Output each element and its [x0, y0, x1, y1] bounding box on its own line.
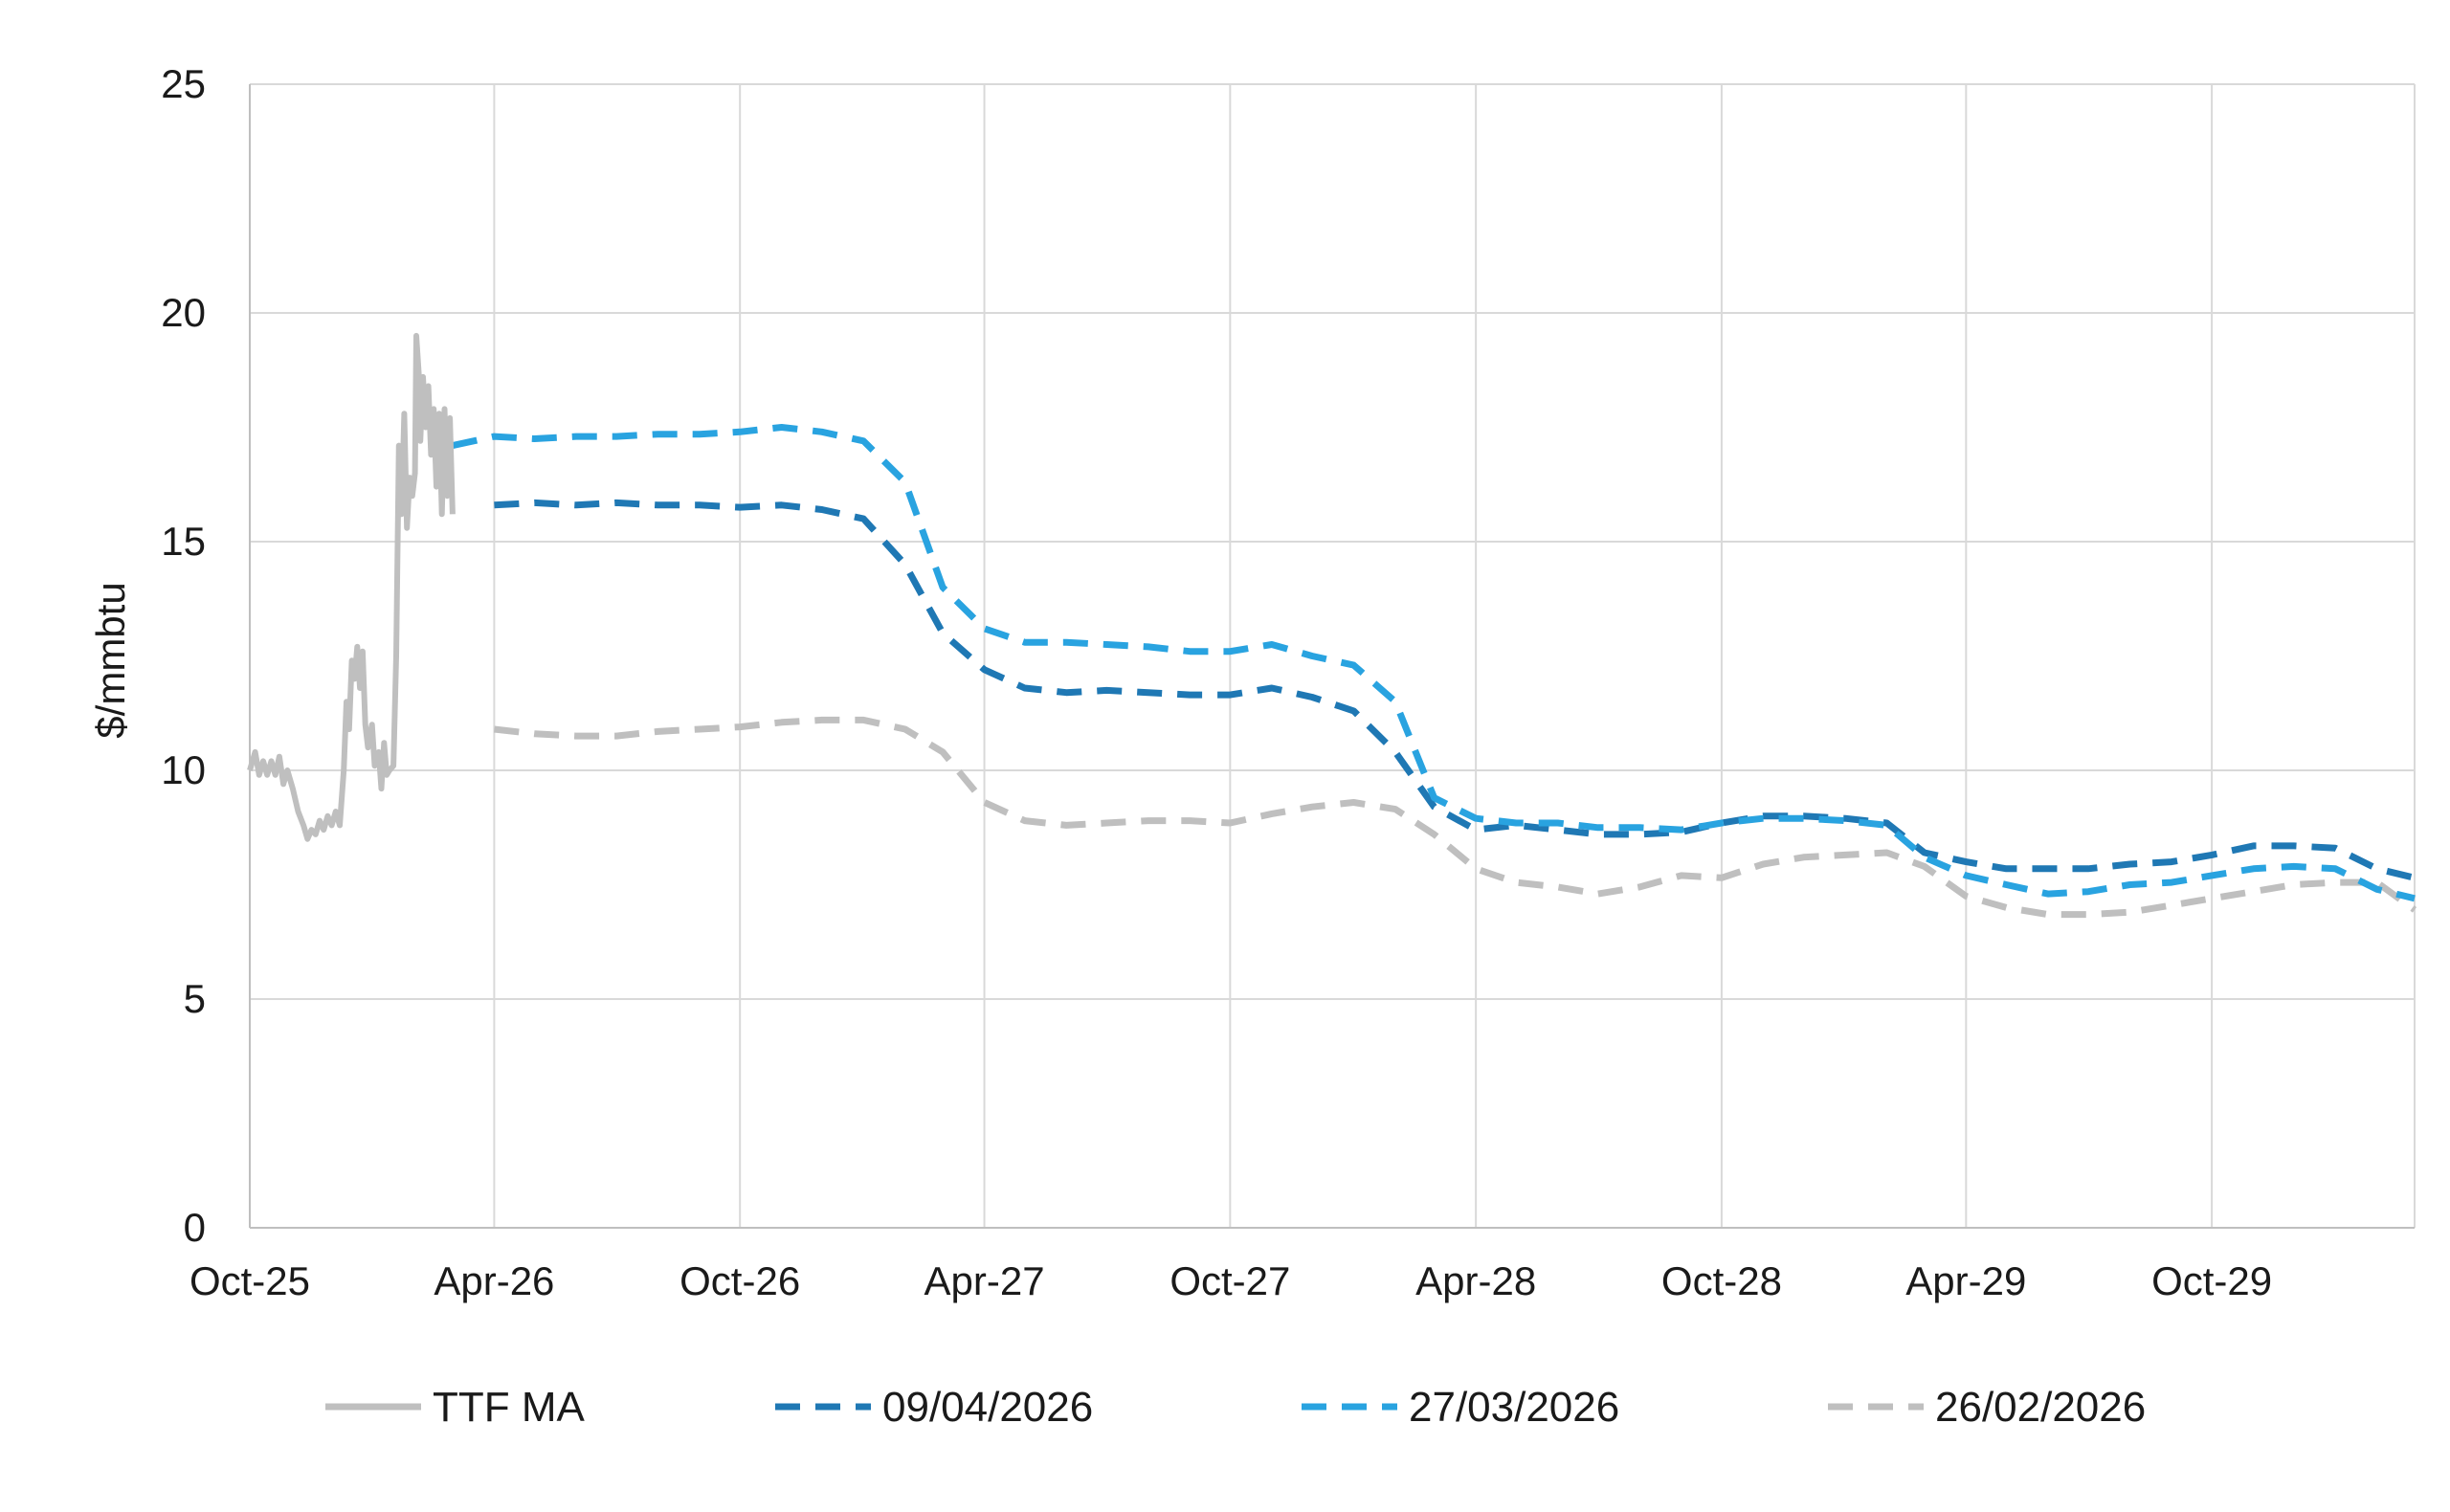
y-tick-label: 15	[161, 519, 206, 564]
x-tick-label: Apr-28	[1415, 1258, 1536, 1303]
y-tick-label: 10	[161, 747, 206, 792]
x-tick-label: Oct-25	[189, 1258, 310, 1303]
axes	[249, 84, 2415, 1229]
grid	[250, 83, 2416, 1228]
x-tick-label: Apr-27	[924, 1258, 1045, 1303]
x-tick-label: Oct-29	[2151, 1258, 2272, 1303]
y-tick-label: 20	[161, 290, 206, 335]
legend-label-3: 27/03/2026	[1409, 1384, 1619, 1431]
legend-label-2: 09/04/2026	[882, 1384, 1093, 1431]
y-tick-label: 25	[161, 61, 206, 106]
series-line-1	[247, 332, 456, 842]
x-tick-label: Oct-27	[1169, 1258, 1290, 1303]
y-axis-label: $/mmbtu	[88, 582, 133, 738]
x-tick-label: Oct-26	[679, 1258, 800, 1303]
legend-label-1: TTF MA	[433, 1384, 586, 1431]
y-tick-label: 5	[184, 976, 206, 1021]
series-line-4	[494, 716, 2417, 919]
series-layer	[247, 332, 2417, 919]
x-tick-label: Apr-26	[434, 1258, 554, 1303]
x-tick-label: Apr-29	[1905, 1258, 2026, 1303]
y-axis-ticks: 0 5 10 15 20 25	[161, 61, 206, 1250]
x-tick-label: Oct-28	[1661, 1258, 1782, 1303]
legend: TTF MA 09/04/2026 27/03/2026 26/02/2026	[325, 1384, 2146, 1431]
series-line-2	[494, 499, 2416, 881]
legend-label-4: 26/02/2026	[1935, 1384, 2146, 1431]
x-axis-ticks: Oct-25 Apr-26 Oct-26 Apr-27 Oct-27 Apr-28 Oct-…	[189, 1258, 2272, 1303]
series-line-3	[452, 424, 2416, 902]
y-tick-label: 0	[184, 1205, 206, 1250]
